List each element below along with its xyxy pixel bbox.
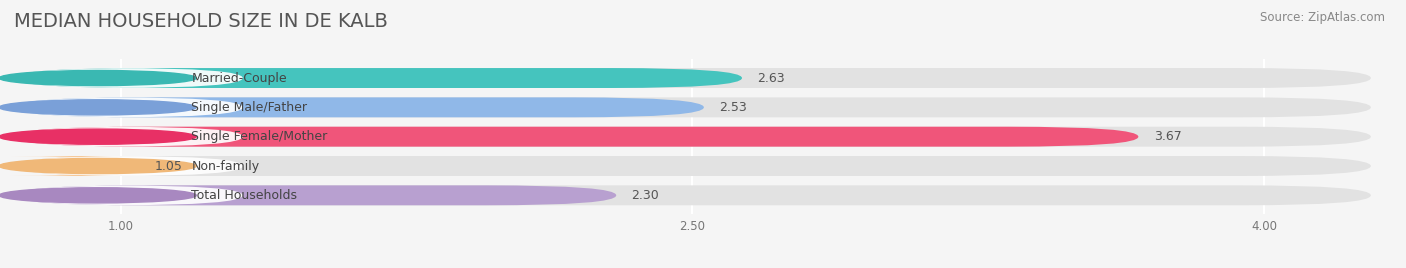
Text: Non-family: Non-family [191, 159, 260, 173]
FancyBboxPatch shape [14, 127, 243, 147]
FancyBboxPatch shape [14, 127, 1139, 147]
Text: 2.30: 2.30 [631, 189, 659, 202]
FancyBboxPatch shape [14, 185, 1371, 205]
FancyBboxPatch shape [14, 97, 704, 117]
FancyBboxPatch shape [14, 68, 243, 88]
Circle shape [0, 100, 197, 115]
Text: 3.67: 3.67 [1153, 130, 1181, 143]
FancyBboxPatch shape [14, 68, 1371, 88]
Text: Source: ZipAtlas.com: Source: ZipAtlas.com [1260, 11, 1385, 24]
Text: Married-Couple: Married-Couple [191, 72, 287, 84]
Circle shape [0, 70, 197, 85]
FancyBboxPatch shape [14, 185, 616, 205]
Text: 2.53: 2.53 [718, 101, 747, 114]
Text: 2.63: 2.63 [758, 72, 785, 84]
Text: Single Male/Father: Single Male/Father [191, 101, 308, 114]
Circle shape [0, 158, 197, 174]
FancyBboxPatch shape [10, 156, 143, 176]
FancyBboxPatch shape [14, 97, 243, 117]
FancyBboxPatch shape [14, 185, 243, 205]
Circle shape [0, 188, 197, 203]
Circle shape [0, 129, 197, 144]
Text: Total Households: Total Households [191, 189, 297, 202]
FancyBboxPatch shape [14, 97, 1371, 117]
Text: Single Female/Mother: Single Female/Mother [191, 130, 328, 143]
FancyBboxPatch shape [14, 127, 1371, 147]
FancyBboxPatch shape [14, 156, 1371, 176]
FancyBboxPatch shape [14, 156, 243, 176]
FancyBboxPatch shape [14, 68, 742, 88]
Text: MEDIAN HOUSEHOLD SIZE IN DE KALB: MEDIAN HOUSEHOLD SIZE IN DE KALB [14, 12, 388, 31]
Text: 1.05: 1.05 [155, 159, 183, 173]
